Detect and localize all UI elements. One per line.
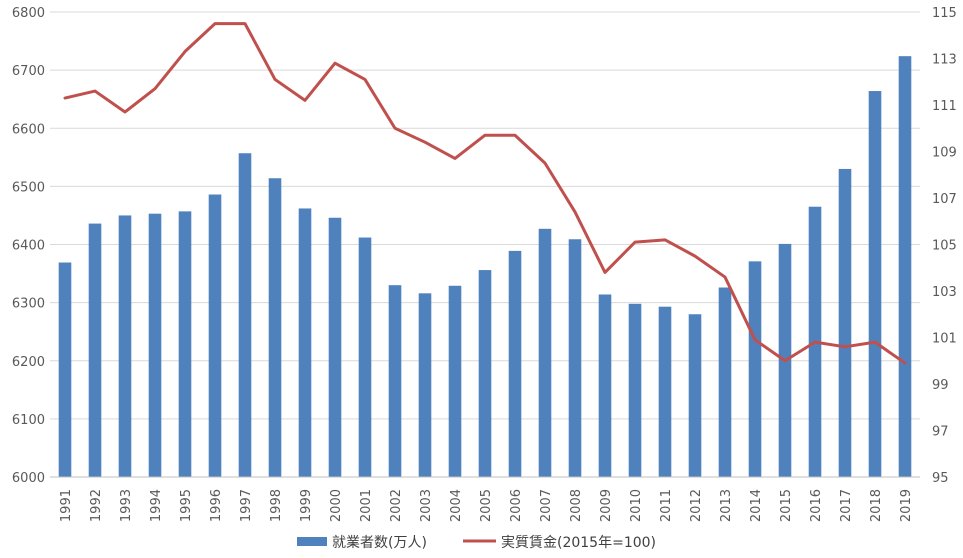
y-tick-label-right: 115 <box>932 6 957 21</box>
bar-employment <box>748 261 762 477</box>
bar-employment <box>448 285 462 477</box>
bar-employment <box>718 287 732 477</box>
y-tick-label-left: 6200 <box>12 355 45 370</box>
y-tick-label-left: 6800 <box>12 6 45 21</box>
x-tick-label: 1999 <box>299 489 314 522</box>
bar-employment <box>688 314 702 477</box>
line-real-wage <box>63 22 907 365</box>
x-tick-label: 2016 <box>809 489 824 522</box>
x-tick-label: 2002 <box>389 489 404 522</box>
y-tick-label-left: 6300 <box>12 297 45 312</box>
bar-employment <box>568 239 582 477</box>
x-tick-label: 2007 <box>539 489 554 522</box>
x-tick-label: 1996 <box>209 489 224 522</box>
y-tick-label-left: 6400 <box>12 239 45 254</box>
bar-employment <box>658 306 672 477</box>
x-tick-label: 2009 <box>599 489 614 522</box>
axis-layer: 6000 6100 6200 6300 6400 6500 6600 6700 6800 95 97… <box>12 6 957 522</box>
bar-employment <box>418 293 432 477</box>
x-tick-label: 1991 <box>59 489 74 522</box>
x-tick-label: 2017 <box>839 489 854 522</box>
x-tick-label: 2003 <box>419 489 434 522</box>
bar-employment <box>538 228 552 477</box>
bar-employment <box>118 215 132 477</box>
y-tick-label-left: 6100 <box>12 413 45 428</box>
bar-layer <box>58 56 912 478</box>
line-layer <box>63 22 907 365</box>
x-tick-label: 2011 <box>659 489 674 522</box>
bar-employment <box>598 294 612 477</box>
x-tick-label: 1997 <box>239 489 254 522</box>
x-tick-label: 2001 <box>359 489 374 522</box>
bar-employment <box>58 262 72 477</box>
y-tick-label-left: 6500 <box>12 180 45 195</box>
x-tick-label: 2018 <box>869 489 884 522</box>
bar-employment <box>298 208 312 477</box>
y-tick-label-right: 97 <box>932 425 949 440</box>
x-tick-label: 2000 <box>329 489 344 522</box>
bar-employment <box>358 237 372 477</box>
x-tick-label: 2005 <box>479 489 494 522</box>
bar-employment <box>628 303 642 477</box>
bar-employment <box>178 211 192 477</box>
y-tick-label-right: 107 <box>932 192 957 207</box>
y-tick-label-right: 101 <box>932 332 957 347</box>
legend-label-real-wage: 実質賃金(2015年=100) <box>501 535 656 551</box>
legend: 就業者数(万人) 実質賃金(2015年=100) <box>297 535 656 551</box>
y-tick-label-right: 109 <box>932 146 957 161</box>
bar-employment <box>898 56 912 478</box>
y-tick-label-right: 105 <box>932 239 957 254</box>
x-tick-label: 2013 <box>719 489 734 522</box>
y-tick-label-right: 99 <box>932 378 949 393</box>
bar-employment <box>838 168 852 477</box>
y-tick-label-left: 6000 <box>12 471 45 486</box>
x-tick-label: 2006 <box>509 489 524 522</box>
bar-employment <box>88 223 102 477</box>
bar-employment <box>238 153 252 477</box>
bar-employment <box>148 213 162 477</box>
bar-employment <box>508 250 522 477</box>
legend-swatch-employment <box>297 537 327 546</box>
y-tick-label-right: 103 <box>932 285 957 300</box>
x-tick-label: 1994 <box>149 489 164 522</box>
x-tick-label: 2004 <box>449 489 464 522</box>
x-tick-label: 1992 <box>89 489 104 522</box>
y-tick-label-right: 111 <box>932 99 957 114</box>
bar-employment <box>328 217 342 477</box>
y-tick-label-left: 6600 <box>12 122 45 137</box>
y-tick-label-right: 113 <box>932 53 957 68</box>
x-tick-label: 2010 <box>629 489 644 522</box>
y-tick-label-left: 6700 <box>12 64 45 79</box>
x-tick-label: 2019 <box>899 489 914 522</box>
bar-employment <box>208 194 222 477</box>
x-tick-label: 1998 <box>269 489 284 522</box>
bar-employment <box>268 178 282 478</box>
x-tick-label: 1995 <box>179 489 194 522</box>
x-tick-label: 2012 <box>689 489 704 522</box>
x-tick-label: 2008 <box>569 489 584 522</box>
bar-employment <box>388 285 402 477</box>
bar-employment <box>478 270 492 477</box>
x-tick-label: 2014 <box>749 489 764 522</box>
bar-employment <box>868 91 882 478</box>
legend-label-employment: 就業者数(万人) <box>332 535 427 551</box>
x-tick-label: 1993 <box>119 489 134 522</box>
y-tick-label-right: 95 <box>932 471 949 486</box>
x-tick-label: 2015 <box>779 489 794 522</box>
